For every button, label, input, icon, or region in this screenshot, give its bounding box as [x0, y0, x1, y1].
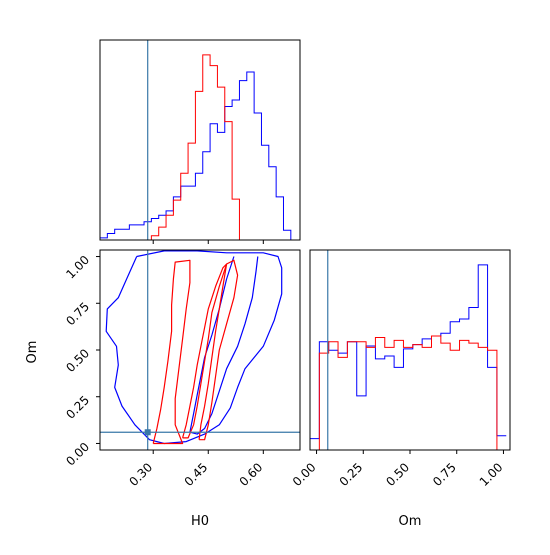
tick-label-om-y-0: 0.00: [63, 440, 92, 469]
panel-frame-h0-hist: [99, 39, 301, 241]
tick-label-h0-2: 0.60: [237, 460, 266, 489]
tick-label-om-x-2: 0.50: [383, 460, 412, 489]
truth-marker: [144, 429, 151, 436]
contour-series_b-4: [182, 263, 228, 439]
hist-h0-series-series_a: [100, 71, 299, 240]
tick-label-h0-0: 0.30: [127, 460, 156, 489]
contour-series_b-2: [152, 259, 191, 445]
y-axis-label-om: Om: [25, 341, 40, 364]
hist-om-series-series_a: [310, 264, 507, 440]
tick-label-om-y-2: 0.50: [63, 346, 92, 375]
tick-label-om-x-3: 0.75: [430, 460, 459, 489]
tick-label-h0-1: 0.45: [182, 460, 211, 489]
chart-marks: [100, 40, 507, 450]
contour-series_b-3: [198, 259, 239, 441]
tick-label-om-y-3: 0.75: [63, 299, 92, 328]
tick-label-om-y-1: 0.25: [63, 393, 92, 422]
chart-axes: 0.30 0.45 0.60 0.00 0.25 0.50 0.75 1.00 0.00 0.25…: [63, 39, 511, 489]
tick-label-om-x-4: 1.00: [477, 460, 506, 489]
contour-series_a-0: [105, 250, 283, 445]
tick-label-om-x-1: 0.25: [337, 460, 366, 489]
contour-series_a-1: [189, 256, 259, 435]
tick-label-om-y-4: 1.00: [63, 253, 92, 282]
tick-label-om-x-0: 0.00: [290, 460, 319, 489]
hist-h0-series-series_b: [100, 54, 299, 240]
hist-om-series-series_b: [310, 335, 507, 450]
x-axis-label-h0: H0: [191, 514, 209, 529]
panel-frame-om-hist: [309, 249, 511, 451]
x-axis-label-om: Om: [399, 514, 422, 529]
